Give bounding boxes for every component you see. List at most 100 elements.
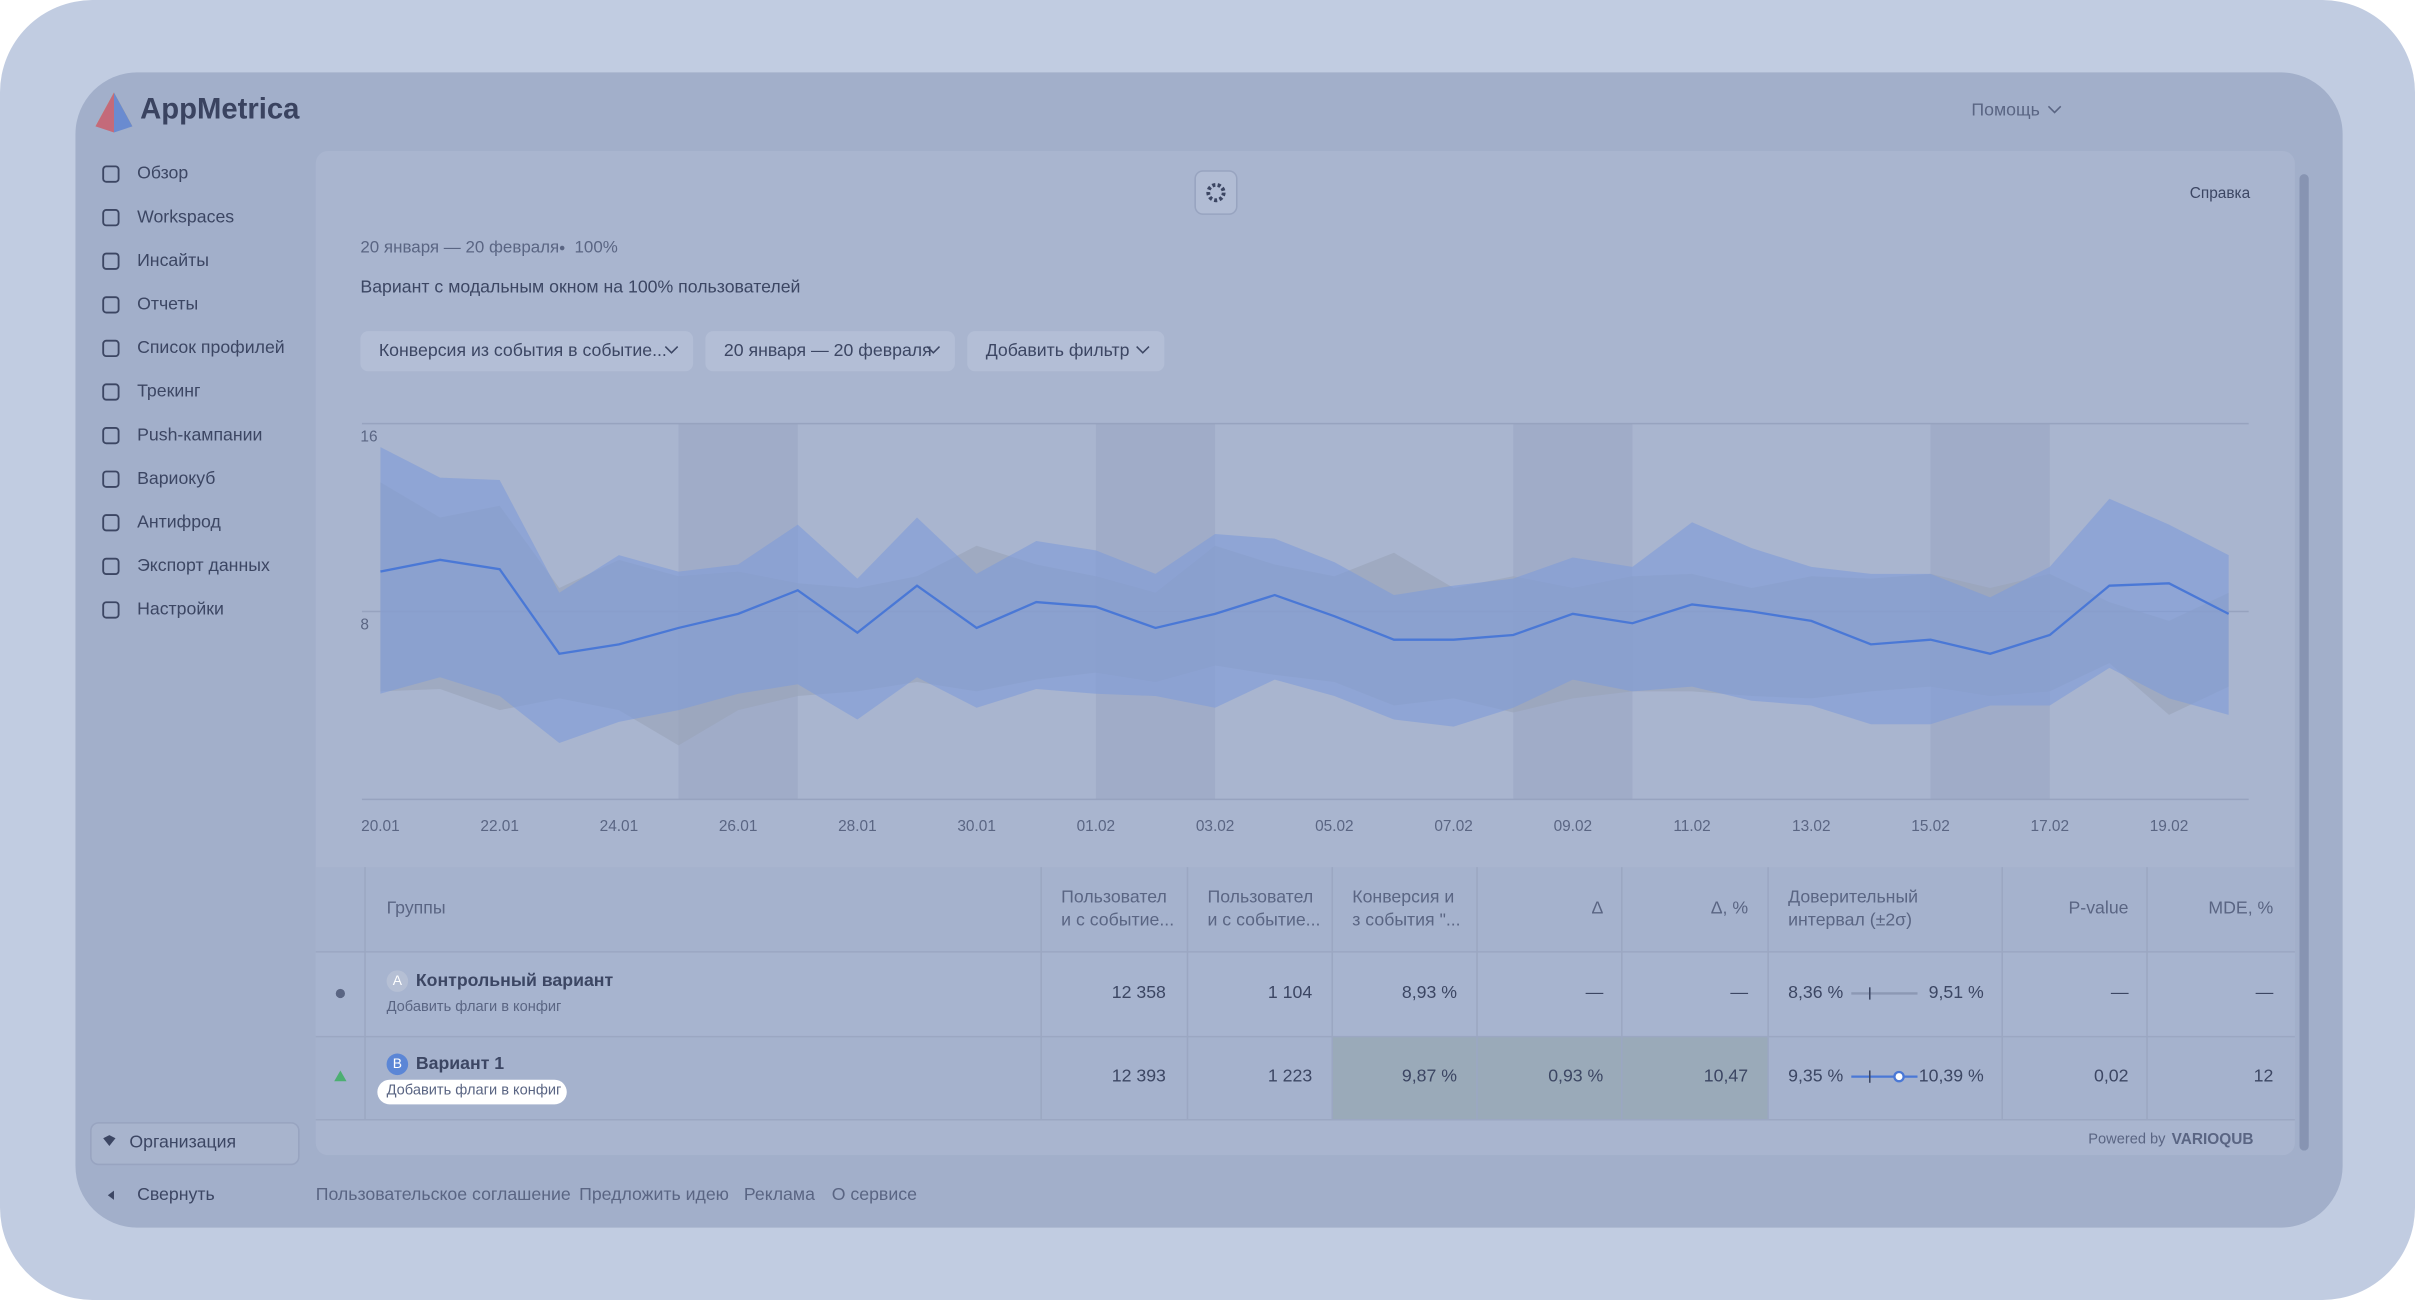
nav-item[interactable]: Обзор — [137, 163, 188, 183]
x-tick-label: 07.02 — [1434, 818, 1473, 835]
x-tick-label: 28.01 — [838, 818, 877, 835]
x-tick-label: 24.01 — [600, 818, 639, 835]
column-header: Пользовател — [1208, 887, 1314, 907]
nav-item[interactable]: Трекинг — [137, 381, 200, 401]
x-tick-label: 11.02 — [1673, 818, 1710, 835]
chevron — [1136, 346, 1150, 354]
row-bg — [315, 951, 2295, 1037]
footer-link[interactable]: О сервисе — [832, 1184, 917, 1204]
nav-item[interactable]: Антифрод — [137, 511, 221, 531]
nav-icon — [102, 165, 120, 183]
filter-button[interactable] — [360, 331, 694, 372]
column-header: з события "... — [1352, 910, 1460, 930]
x-tick-label: 19.02 — [2150, 818, 2189, 835]
nav-item[interactable]: Push-кампании — [137, 424, 262, 444]
nav-icon — [102, 557, 120, 575]
collapse-icon — [107, 1190, 114, 1200]
filter-label: Конверсия из события в событие... — [379, 340, 667, 360]
column-header: и с событие... — [1208, 910, 1321, 930]
help-link[interactable]: Справка — [2190, 185, 2251, 202]
badge — [386, 970, 409, 992]
badge — [386, 1053, 409, 1076]
column-header: и с событие... — [1061, 910, 1174, 930]
cell: 1 223 — [1268, 1065, 1312, 1085]
cell: 0,93 % — [1548, 1065, 1603, 1085]
y-tick-label: 8 — [360, 616, 369, 633]
cell: 10,39 % — [1919, 1065, 1984, 1085]
nav-icon — [102, 252, 120, 270]
column-header: Конверсия и — [1352, 887, 1454, 907]
cell: — — [1586, 982, 1604, 1002]
cell: 9,35 % — [1788, 1065, 1843, 1085]
powered-by: Powered by — [2088, 1132, 2166, 1148]
filter-label: 20 января — 20 февраля — [724, 340, 932, 360]
nav-item[interactable]: Настройки — [137, 599, 224, 619]
nav-icon — [102, 296, 120, 314]
group-name: Контрольный вариант — [416, 970, 614, 990]
x-tick-label: 22.01 — [480, 818, 519, 835]
filter-label: Добавить фильтр — [986, 340, 1130, 360]
org-icon — [103, 1135, 116, 1146]
nav-icon — [102, 601, 120, 619]
nav-icon — [102, 470, 120, 488]
x-tick-label: 13.02 — [1792, 818, 1831, 835]
logo-part — [113, 92, 133, 133]
logo-icon — [95, 92, 133, 133]
group-name: Вариант 1 — [416, 1053, 504, 1073]
organization[interactable]: Организация — [129, 1132, 236, 1152]
nav-item[interactable]: Workspaces — [137, 206, 234, 226]
column-header: Группы — [387, 897, 446, 917]
cell: 12 393 — [1112, 1065, 1166, 1085]
separator — [559, 245, 565, 251]
gear-icon — [1206, 182, 1226, 203]
chevron — [926, 346, 941, 354]
filter-button[interactable] — [705, 331, 955, 372]
cell: — — [2256, 982, 2274, 1002]
nav-item[interactable]: Инсайты — [137, 250, 209, 270]
help-menu[interactable]: Помощь — [1971, 100, 2039, 120]
share: 100% — [574, 237, 617, 256]
x-tick-label: 26.01 — [719, 818, 758, 835]
cell: — — [1730, 982, 1748, 1002]
group-action[interactable]: Добавить флаги в конфиг — [387, 1082, 562, 1098]
collapse[interactable]: Свернуть — [137, 1184, 215, 1204]
nav-item[interactable]: Отчеты — [137, 294, 198, 314]
row-marker — [334, 1070, 347, 1082]
column-header: Δ — [1591, 897, 1603, 917]
column-header: P-value — [2068, 897, 2128, 917]
group-action[interactable]: Добавить флаги в конфиг — [387, 999, 562, 1015]
settings-button[interactable] — [1194, 170, 1238, 215]
org-box — [90, 1122, 300, 1166]
nav-item[interactable]: Вариокуб — [137, 468, 215, 488]
x-tick-label: 15.02 — [1911, 818, 1950, 835]
nav-item[interactable]: Список профилей — [137, 337, 285, 357]
filter-button[interactable] — [967, 331, 1165, 372]
footer-link[interactable]: Реклама — [744, 1184, 815, 1204]
x-tick-label: 03.02 — [1196, 818, 1235, 835]
description: Вариант с модальным окном на 100% пользо… — [360, 277, 800, 297]
nav-icon — [102, 426, 120, 445]
footer-link[interactable]: Предложить идею — [579, 1184, 729, 1204]
badge-letter: B — [393, 1055, 402, 1071]
series-line — [380, 558, 2230, 656]
x-tick-label: 17.02 — [2031, 818, 2070, 835]
y-tick-label: 16 — [360, 429, 377, 446]
cell: 9,51 % — [1929, 982, 1984, 1002]
cell: 8,93 % — [1402, 982, 1457, 1002]
nav-item[interactable]: Экспорт данных — [137, 555, 270, 575]
x-tick-label: 01.02 — [1077, 818, 1116, 835]
column-header: Δ, % — [1711, 897, 1749, 917]
x-tick-label: 05.02 — [1315, 818, 1354, 835]
x-tick-label: 30.01 — [957, 818, 996, 835]
column-header: Пользовател — [1061, 887, 1167, 907]
footer-link[interactable]: Пользовательское соглашение — [316, 1184, 571, 1204]
cell: — — [2111, 982, 2129, 1002]
cell: 12 — [2254, 1065, 2274, 1085]
scrollbar — [2299, 174, 2309, 1151]
brand: VARIOQUB — [2172, 1131, 2254, 1148]
nav-icon — [102, 383, 120, 401]
cell: 0,02 — [2094, 1065, 2128, 1085]
logo-text: AppMetrica — [140, 94, 300, 126]
